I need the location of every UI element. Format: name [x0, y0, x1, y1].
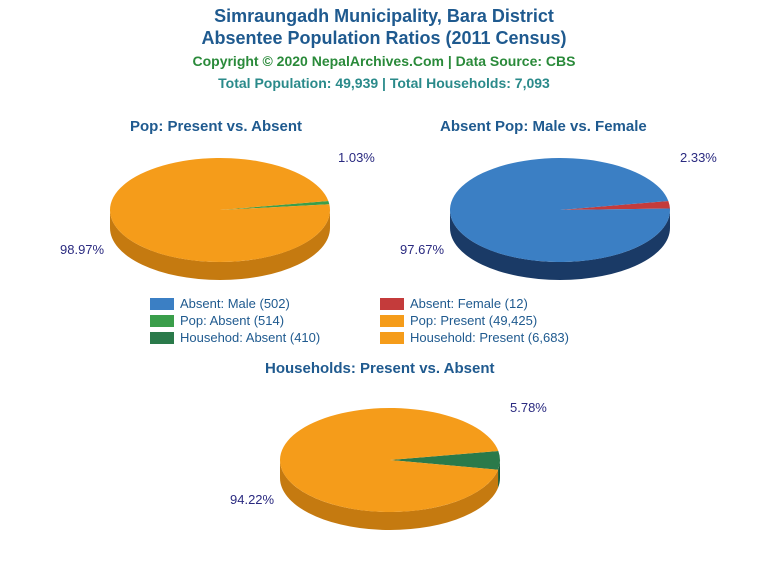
pie-chart-pop — [90, 138, 350, 300]
title-block: Simraungadh Municipality, Bara District … — [0, 0, 768, 91]
legend-label: Pop: Absent (514) — [180, 313, 284, 328]
pct-hh-minor: 5.78% — [510, 400, 547, 415]
pct-hh-major: 94.22% — [230, 492, 274, 507]
pie-chart-gender — [430, 138, 690, 300]
legend-label: Househod: Absent (410) — [180, 330, 320, 345]
copyright-line: Copyright © 2020 NepalArchives.Com | Dat… — [0, 53, 768, 69]
legend-label: Household: Present (6,683) — [410, 330, 569, 345]
legend-label: Pop: Present (49,425) — [410, 313, 537, 328]
title-line1: Simraungadh Municipality, Bara District — [0, 6, 768, 28]
legend-swatch — [150, 332, 174, 344]
legend-swatch — [150, 298, 174, 310]
title-line2: Absentee Population Ratios (2011 Census) — [0, 28, 768, 50]
legend-swatch — [380, 315, 404, 327]
pct-gender-minor: 2.33% — [680, 150, 717, 165]
totals-line: Total Population: 49,939 | Total Househo… — [0, 75, 768, 91]
chart-title-gender: Absent Pop: Male vs. Female — [440, 118, 647, 135]
pct-gender-major: 97.67% — [400, 242, 444, 257]
legend-label: Absent: Male (502) — [180, 296, 290, 311]
legend-item: Absent: Male (502) — [150, 296, 380, 311]
legend-item: Pop: Absent (514) — [150, 313, 380, 328]
legend-item: Househod: Absent (410) — [150, 330, 380, 345]
legend-swatch — [150, 315, 174, 327]
legend-swatch — [380, 332, 404, 344]
pct-pop-major: 98.97% — [60, 242, 104, 257]
pct-pop-minor: 1.03% — [338, 150, 375, 165]
legend-item: Household: Present (6,683) — [380, 330, 610, 345]
legend-label: Absent: Female (12) — [410, 296, 528, 311]
pie-chart-hh — [260, 388, 520, 550]
chart-title-hh: Households: Present vs. Absent — [265, 360, 495, 377]
legend: Absent: Male (502) Absent: Female (12) P… — [150, 296, 610, 347]
legend-item: Pop: Present (49,425) — [380, 313, 610, 328]
legend-swatch — [380, 298, 404, 310]
chart-title-pop: Pop: Present vs. Absent — [130, 118, 302, 135]
legend-item: Absent: Female (12) — [380, 296, 610, 311]
